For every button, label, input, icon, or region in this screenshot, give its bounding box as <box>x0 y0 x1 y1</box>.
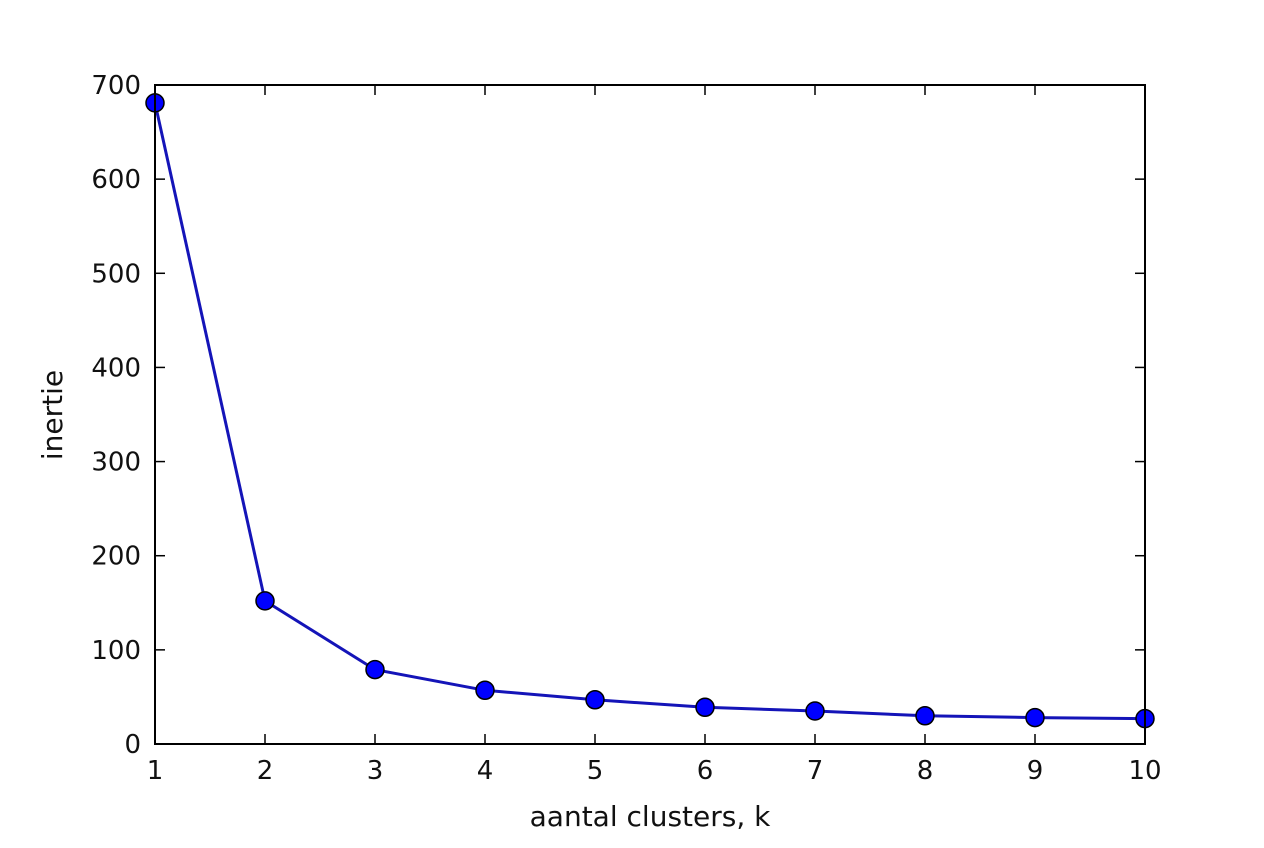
x-tick-label: 2 <box>257 756 274 786</box>
data-point <box>915 706 935 726</box>
data-point <box>1025 707 1045 728</box>
x-tick-label: 5 <box>587 756 604 786</box>
series-line <box>153 102 1146 721</box>
x-tick-label: 1 <box>147 756 164 786</box>
y-tick-label: 700 <box>91 71 141 101</box>
x-tick-label: 4 <box>477 756 494 786</box>
y-tick-label: 300 <box>91 448 141 478</box>
series-layer <box>145 93 1155 729</box>
data-point <box>585 690 605 710</box>
x-tick-label: 7 <box>807 756 824 786</box>
data-point <box>365 659 385 680</box>
data-point <box>805 701 825 721</box>
data-point <box>255 591 275 611</box>
x-tick-label: 10 <box>1128 756 1161 786</box>
data-point <box>695 697 715 718</box>
data-point <box>475 680 495 701</box>
x-tick-label: 9 <box>1027 756 1044 786</box>
y-tick-label: 400 <box>91 353 141 383</box>
x-tick-label: 6 <box>697 756 714 786</box>
x-tick-label: 8 <box>917 756 934 786</box>
plot-frame <box>154 84 1146 745</box>
y-tick-label: 500 <box>91 259 141 289</box>
y-tick-label: 0 <box>124 730 141 760</box>
x-tick-label: 3 <box>367 756 384 786</box>
y-tick-label: 100 <box>91 636 141 666</box>
y-axis-label: inertie <box>36 370 69 460</box>
y-tick-label: 200 <box>91 542 141 572</box>
y-tick-label: 600 <box>91 165 141 195</box>
x-axis-label: aantal clusters, k <box>530 800 771 833</box>
